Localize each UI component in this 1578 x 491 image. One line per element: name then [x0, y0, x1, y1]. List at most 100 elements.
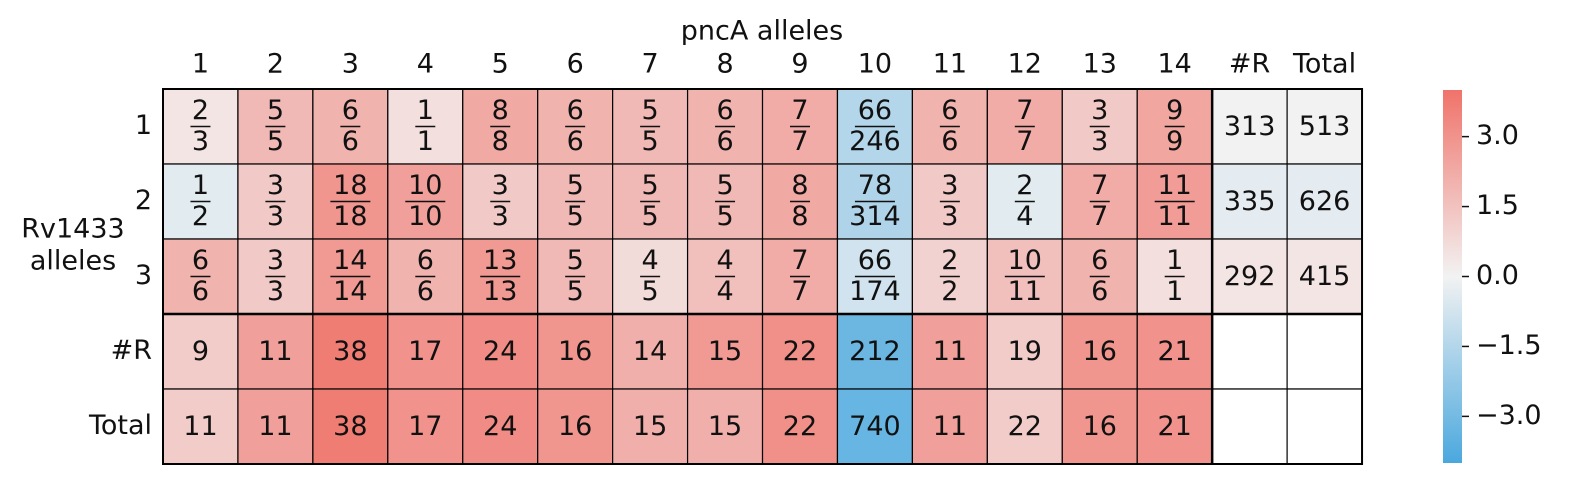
- cell-label: 11: [933, 411, 967, 442]
- cell: [1211, 88, 1288, 165]
- fraction-numerator: 66: [858, 245, 892, 276]
- fraction-denominator: 5: [567, 201, 584, 232]
- fraction-numerator: 9: [1166, 95, 1183, 126]
- cell-label: 15: [633, 411, 667, 442]
- fraction-denominator: 18: [333, 201, 367, 232]
- column-label: 4: [417, 49, 434, 80]
- row-label: #R: [111, 335, 152, 366]
- fraction-denominator: 6: [941, 126, 958, 157]
- cell: [612, 238, 689, 315]
- fraction-numerator: 1: [417, 95, 434, 126]
- cell-label: 15: [708, 411, 742, 442]
- fraction-denominator: 5: [567, 276, 584, 307]
- fraction-numerator: 8: [791, 170, 808, 201]
- fraction-numerator: 6: [417, 245, 434, 276]
- cell: [1286, 388, 1363, 465]
- cell: [537, 313, 614, 390]
- column-label: 9: [791, 49, 808, 80]
- fraction-denominator: 1: [417, 126, 434, 157]
- fraction-denominator: 2: [192, 201, 209, 232]
- fraction-denominator: 6: [1091, 276, 1108, 307]
- cell: [312, 313, 389, 390]
- cell: [1136, 388, 1213, 465]
- row-label: 1: [135, 110, 152, 141]
- cell-label: 21: [1158, 411, 1192, 442]
- fraction-numerator: 5: [642, 170, 659, 201]
- fraction-numerator: 7: [791, 95, 808, 126]
- column-label: 14: [1158, 49, 1192, 80]
- fraction-numerator: 2: [1016, 170, 1033, 201]
- column-label: 8: [716, 49, 733, 80]
- fraction-denominator: 3: [941, 201, 958, 232]
- fraction-denominator: 14: [333, 276, 367, 307]
- cell-label: 626: [1299, 186, 1351, 217]
- column-label: 6: [567, 49, 584, 80]
- fraction-numerator: 3: [492, 170, 509, 201]
- cell-label: 9: [192, 336, 209, 367]
- cell-label: 17: [408, 411, 442, 442]
- fraction-numerator: 4: [642, 245, 659, 276]
- fraction-numerator: 2: [192, 95, 209, 126]
- cell-label: 16: [558, 336, 592, 367]
- fraction-denominator: 5: [716, 201, 733, 232]
- column-label: 12: [1008, 49, 1042, 80]
- cell-label: 19: [1008, 336, 1042, 367]
- cell: [911, 388, 988, 465]
- y-axis-label: alleles: [30, 246, 116, 277]
- cell-label: 292: [1224, 261, 1276, 292]
- cell: [537, 388, 614, 465]
- fraction-numerator: 78: [858, 170, 892, 201]
- cell-label: 313: [1224, 111, 1276, 142]
- column-label: 5: [492, 49, 509, 80]
- fraction-denominator: 5: [642, 201, 659, 232]
- column-label: 1: [192, 49, 209, 80]
- cell: [761, 388, 839, 465]
- column-label: #R: [1229, 49, 1270, 80]
- fraction-denominator: 7: [791, 126, 808, 157]
- cell-label: 11: [183, 411, 217, 442]
- cell-label: 14: [633, 336, 667, 367]
- fraction-denominator: 314: [849, 201, 901, 232]
- fraction-denominator: 7: [791, 276, 808, 307]
- fraction-numerator: 6: [342, 95, 359, 126]
- fraction-numerator: 5: [716, 170, 733, 201]
- fraction-denominator: 5: [642, 126, 659, 157]
- cell-label: 335: [1224, 186, 1276, 217]
- cell: [612, 388, 689, 465]
- fraction-denominator: 8: [492, 126, 509, 157]
- fraction-numerator: 6: [192, 245, 209, 276]
- fraction-denominator: 5: [642, 276, 659, 307]
- cell: [1211, 313, 1288, 390]
- cell-label: 15: [708, 336, 742, 367]
- column-label: 3: [342, 49, 359, 80]
- colorbar-tick-label: 3.0: [1476, 120, 1519, 151]
- column-label: 2: [267, 49, 284, 80]
- cell: [1286, 163, 1363, 240]
- cell-label: 22: [783, 411, 817, 442]
- column-label: 11: [933, 49, 967, 80]
- fraction-numerator: 6: [941, 95, 958, 126]
- cell-label: 24: [483, 336, 517, 367]
- cell-label: 16: [1083, 336, 1117, 367]
- cell-label: 38: [333, 336, 367, 367]
- colorbar-tick-label: 1.5: [1476, 190, 1519, 221]
- fraction-numerator: 7: [1016, 95, 1033, 126]
- fraction-numerator: 6: [567, 95, 584, 126]
- cell: [1286, 313, 1363, 390]
- fraction-numerator: 4: [716, 245, 733, 276]
- cell-label: 17: [408, 336, 442, 367]
- cell: [462, 388, 539, 465]
- fraction-denominator: 6: [417, 276, 434, 307]
- fraction-numerator: 7: [1091, 170, 1108, 201]
- fraction-denominator: 246: [849, 126, 901, 157]
- fraction-numerator: 5: [267, 95, 284, 126]
- cell-label: 11: [258, 336, 292, 367]
- fraction-denominator: 9: [1166, 126, 1183, 157]
- fraction-numerator: 10: [1008, 245, 1042, 276]
- fraction-denominator: 5: [267, 126, 284, 157]
- cell: [237, 388, 314, 465]
- colorbar: [1443, 90, 1462, 463]
- fraction-numerator: 5: [567, 245, 584, 276]
- fraction-denominator: 11: [1158, 201, 1192, 232]
- fraction-denominator: 1: [1166, 276, 1183, 307]
